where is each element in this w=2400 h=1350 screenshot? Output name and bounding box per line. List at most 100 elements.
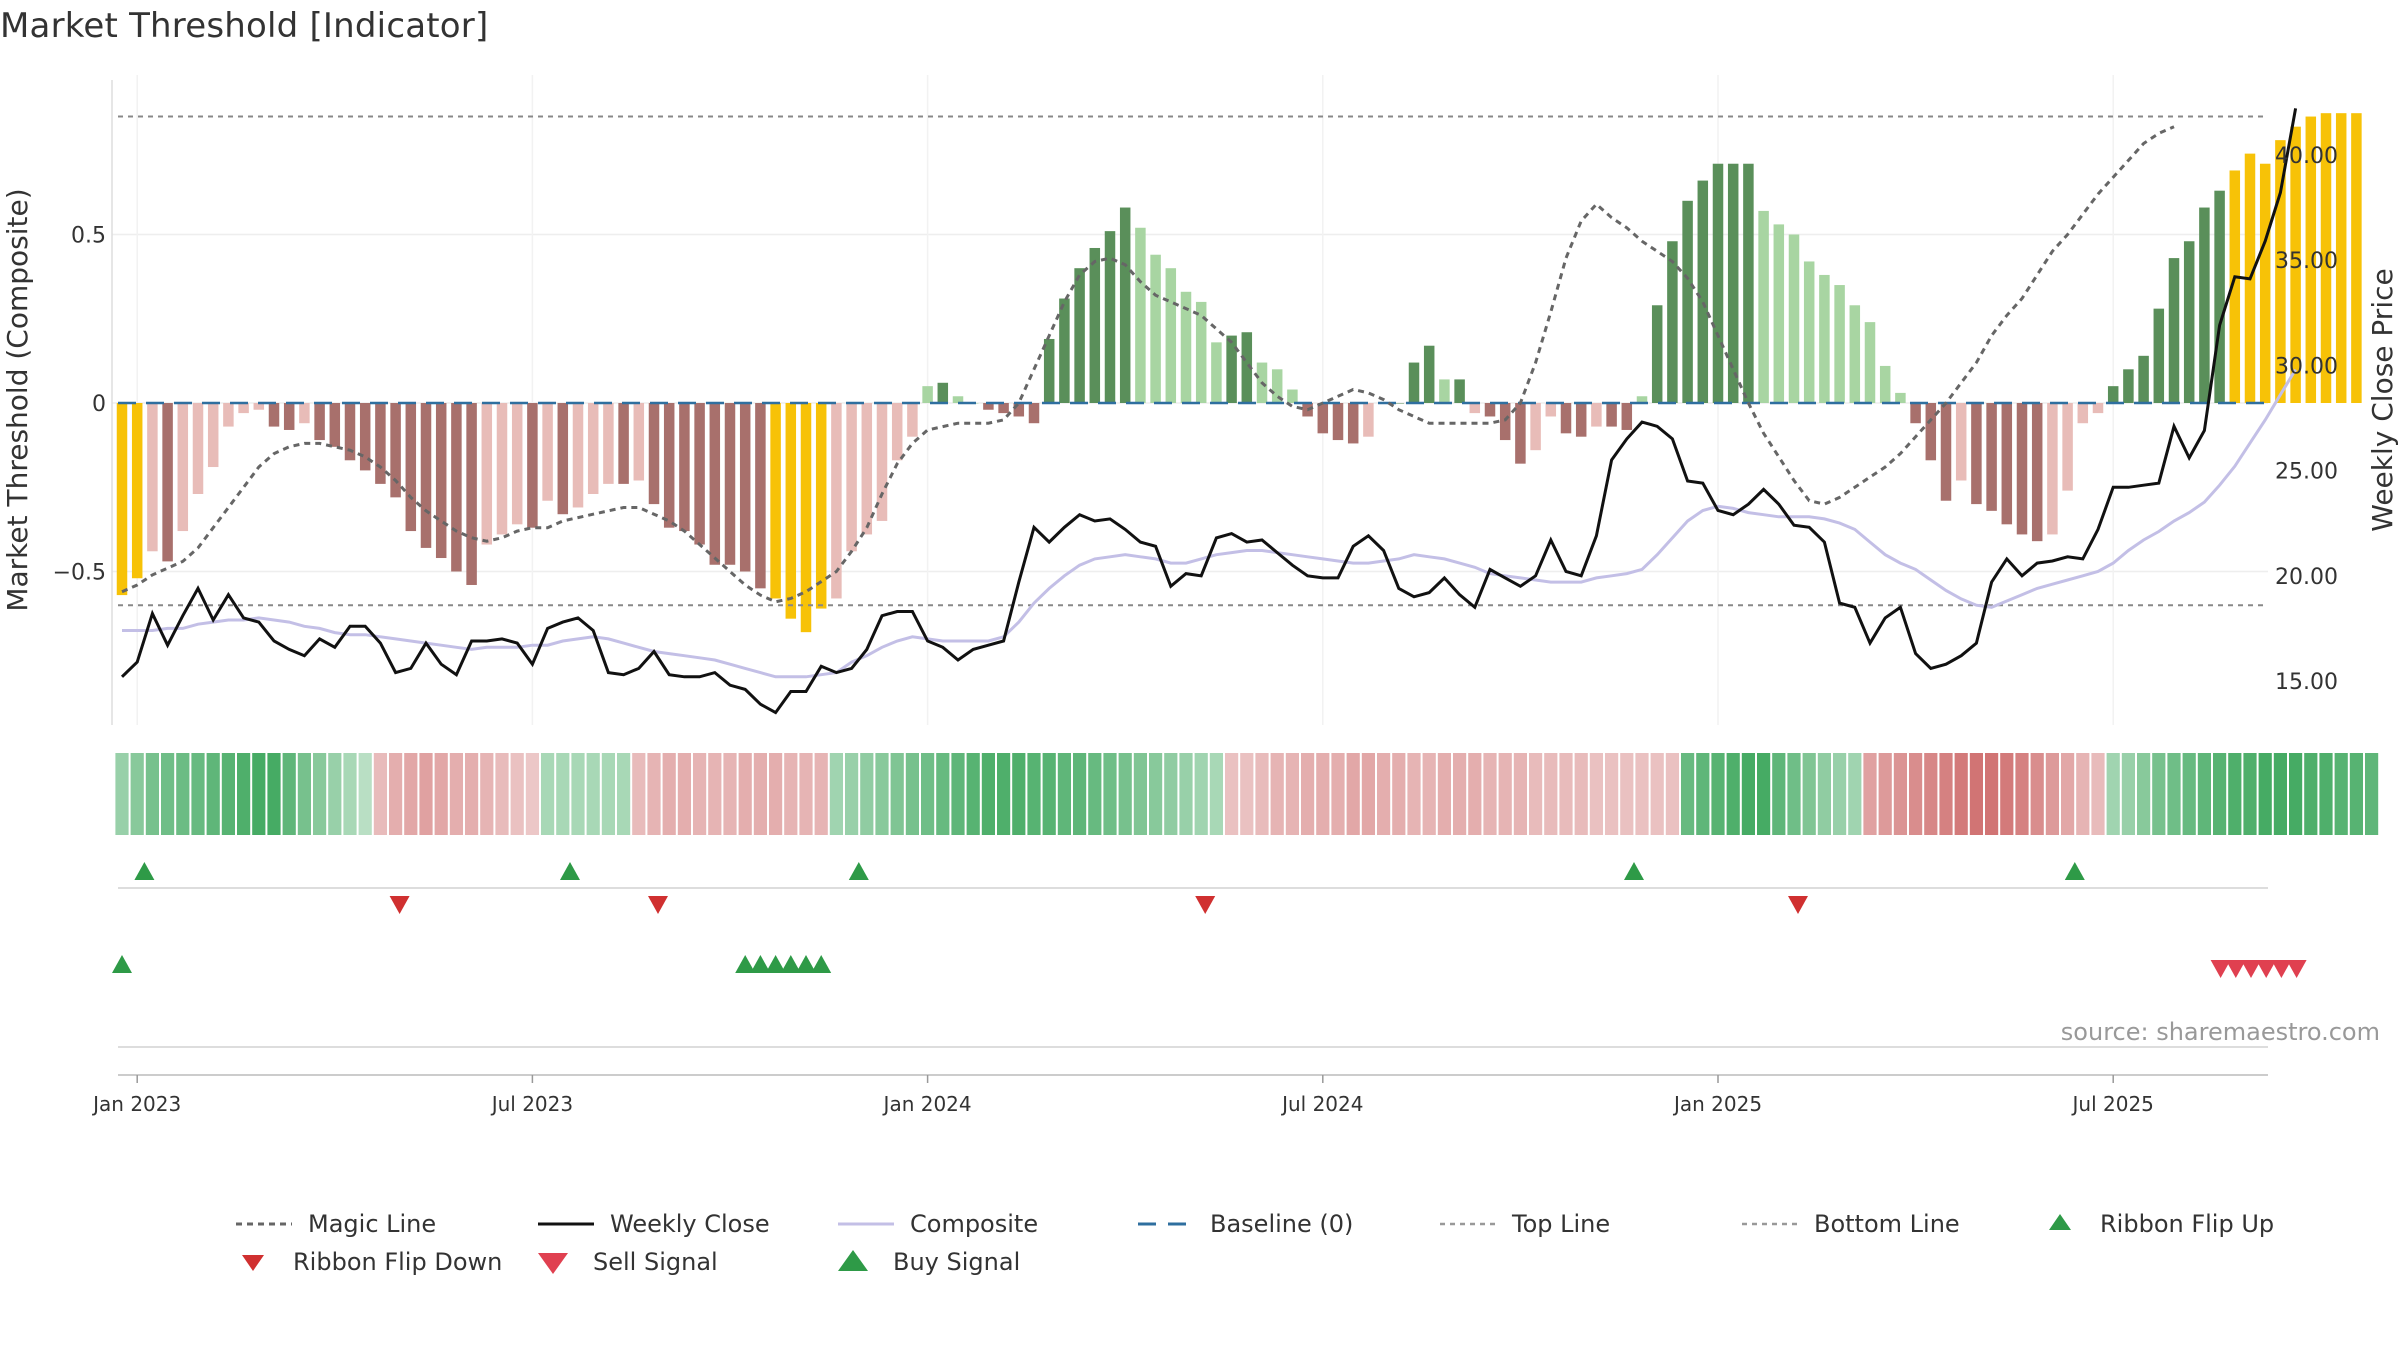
ribbon-flip-down-marker	[648, 896, 668, 914]
ribbon-segment	[1817, 753, 1831, 835]
ribbon-segment	[1209, 753, 1223, 835]
ribbon-segment	[2045, 753, 2059, 835]
composite-bar	[2153, 308, 2165, 403]
right-tick-label: 20.00	[2275, 565, 2338, 590]
legend-item-baseline: Baseline (0)	[1138, 1210, 1353, 1238]
composite-bar	[1910, 403, 1921, 424]
ribbon-segment	[1331, 753, 1345, 835]
composite-bar	[466, 403, 477, 585]
composite-bar	[2229, 170, 2241, 403]
composite-bar	[1028, 403, 1040, 424]
legend: Magic Line Weekly Close Composite Baseline …	[236, 1210, 2274, 1276]
composite-bar	[283, 403, 295, 430]
ribbon-segment	[997, 753, 1011, 835]
ribbon-segment	[1848, 753, 1862, 835]
composite-bar	[192, 403, 204, 494]
composite-bar	[1758, 210, 1769, 403]
ribbon-segment	[2182, 753, 2196, 835]
ribbon-segment	[419, 753, 433, 835]
composite-bar	[1788, 234, 1800, 403]
composite-bar	[2183, 241, 2195, 403]
composite-bar	[1439, 379, 1450, 403]
ribbon-segment	[297, 753, 311, 835]
composite-bar	[831, 403, 842, 599]
legend-item-magic: Magic Line	[236, 1210, 436, 1238]
ribbon-segment	[708, 753, 722, 835]
ribbon-segment	[2334, 753, 2348, 835]
ribbon-segment	[814, 753, 828, 835]
ribbon-segment	[541, 753, 555, 835]
ribbon-segment	[2289, 753, 2303, 835]
ribbon-segment	[601, 753, 615, 835]
composite-bar	[633, 403, 645, 481]
composite-bar	[1879, 365, 1891, 403]
composite-bar	[314, 403, 325, 441]
ribbon-segment	[1665, 753, 1679, 835]
ribbon-segment	[237, 753, 251, 835]
legend-item-sell: Sell Signal	[538, 1248, 718, 1276]
ribbon-segment	[1346, 753, 1360, 835]
composite-bar	[2335, 113, 2347, 404]
composite-bar	[1363, 403, 1374, 437]
series-lines	[120, 108, 2298, 715]
x-tick-label: Jan 2025	[1672, 1092, 1762, 1116]
ribbon-flip-up-marker	[848, 862, 869, 880]
composite-bar	[891, 403, 903, 461]
ribbon-segment	[1012, 753, 1026, 835]
ribbon-segment	[2030, 753, 2044, 835]
composite-bar	[1074, 268, 1085, 403]
ribbon-segment	[525, 753, 539, 835]
ribbon-segment	[921, 753, 935, 835]
ribbon-segment	[890, 753, 904, 835]
composite-bar	[1591, 403, 1602, 427]
composite-bar	[2214, 190, 2225, 403]
composite-bar	[405, 403, 417, 532]
ribbon-segment	[328, 753, 342, 835]
composite-bar	[846, 403, 857, 552]
buy-signal-marker	[112, 955, 132, 973]
composite-bar	[435, 403, 447, 559]
ribbon-segment	[221, 753, 235, 835]
ribbon-segment	[1772, 753, 1786, 835]
ribbon-segment	[1149, 753, 1163, 835]
composite-bar	[618, 403, 629, 484]
ribbon-segment	[1620, 753, 1634, 835]
ribbon-segment	[176, 753, 190, 835]
ribbon-segment	[1118, 753, 1132, 835]
composite-bar	[1499, 403, 1511, 441]
composite-bar	[1180, 291, 1192, 403]
ribbon-segment	[206, 753, 220, 835]
legend-item-top: Top Line	[1440, 1210, 1610, 1238]
ribbon-segment	[373, 753, 387, 835]
composite-bar	[1484, 403, 1496, 417]
composite-bar	[1940, 403, 1952, 501]
composite-bar	[800, 403, 812, 633]
ribbon-segment	[1863, 753, 1877, 835]
legend-label: Bottom Line	[1814, 1210, 1960, 1238]
composite-bar	[299, 403, 310, 424]
composite-bar	[937, 382, 949, 403]
sell-signal-marker	[2241, 960, 2261, 978]
ribbon-segment	[632, 753, 646, 835]
legend-swatch	[2049, 1214, 2071, 1230]
buy-signal-marker	[811, 955, 832, 973]
composite-bar	[329, 403, 341, 447]
composite-bar	[1621, 403, 1633, 430]
ribbon-segment	[1285, 753, 1299, 835]
composite-bar	[1955, 403, 1967, 481]
composite-bar	[1195, 301, 1207, 403]
ribbon-segment	[586, 753, 600, 835]
composite-bar	[1515, 403, 1526, 464]
composite-bar	[2351, 113, 2362, 404]
ribbon-segment	[617, 753, 631, 835]
right-axis-label: Weekly Close Price	[2366, 268, 2399, 531]
composite-bar	[1727, 163, 1739, 403]
composite-bar	[1271, 369, 1283, 403]
composite-bar	[1393, 403, 1405, 404]
composite-bar	[2001, 403, 2013, 525]
ribbon-segment	[267, 753, 281, 835]
ribbon-segment	[480, 753, 494, 835]
right-tick-label: 40.00	[2275, 144, 2338, 169]
legend-item-buy: Buy Signal	[838, 1248, 1020, 1276]
ribbon-segment	[2152, 753, 2166, 835]
